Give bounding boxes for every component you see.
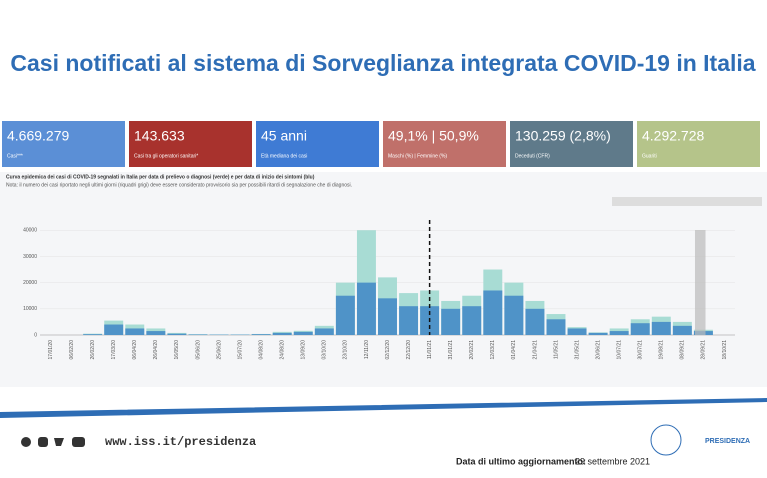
x-tick-label: 11/01/21 [427,340,433,359]
y-tick-label: 40000 [23,228,37,234]
x-tick-label: 15/07/20 [237,340,243,360]
x-tick-label: 24/08/20 [280,340,286,360]
kpi-value: 49,1% | 50,9% [388,128,479,144]
chart-toolbar[interactable] [612,197,762,206]
x-tick-label: 06/04/20 [132,340,138,360]
x-tick-label: 23/10/20 [343,340,349,360]
kpi-value: 143.633 [134,128,185,144]
x-tick-label: 11/05/21 [553,340,559,359]
bar [673,326,692,335]
y-tick-label: 20000 [23,280,37,286]
update-date: 29 settembre 2021 [575,456,650,466]
x-tick-label: 01/04/21 [511,340,517,360]
kpi-label: Guariti [642,153,657,159]
bar [483,290,502,335]
x-tick-label: 22/12/20 [406,340,412,360]
bar [462,306,481,335]
x-tick-label: 31/01/21 [448,340,454,360]
x-tick-label: 16/05/20 [174,340,180,360]
kpi-label: Deceduti (CFR) [515,153,550,159]
bar [525,309,544,335]
x-tick-label: 05/06/20 [195,340,201,360]
x-tick-label: 21/04/21 [532,340,538,360]
bar [188,334,207,335]
bar [167,334,186,335]
provisional-box [695,230,706,335]
x-tick-label: 06/02/20 [69,340,75,360]
footer-url[interactable]: www.iss.it/presidenza [105,435,256,449]
bar [589,333,608,335]
bar [610,331,629,335]
x-tick-label: 17/01/20 [48,340,54,360]
chart-title: Curva epidemica dei casi di COVID-19 seg… [6,174,315,180]
footer-swoosh [0,398,767,418]
y-tick-label: 30000 [23,254,37,260]
bar [652,322,671,335]
kpi-value: 45 anni [261,128,307,144]
bar [125,328,144,335]
x-tick-label: 20/02/21 [469,340,475,360]
bar [547,319,566,335]
x-tick-label: 17/03/20 [111,340,117,360]
kpi-value: 4.292.728 [642,128,704,144]
kpi-label: Casi*** [7,153,23,159]
kpi-label: Maschi (%) | Femmine (%) [388,153,447,159]
iss-logo [651,425,681,455]
bar [504,296,523,335]
kpi-label: Età mediana dei casi [261,153,307,159]
kpi-value: 4.669.279 [7,128,69,144]
update-label: Data di ultimo aggiornamento: [456,456,586,466]
y-tick-label: 10000 [23,306,37,312]
kpi-value: 130.259 (2,8%) [515,128,611,144]
slide-title: Casi notificati al sistema di Sorveglian… [10,50,755,76]
x-tick-label: 04/08/20 [258,340,264,360]
bar [378,298,397,335]
x-tick-label: 08/09/21 [680,340,686,360]
bar [631,323,650,335]
bar [357,283,376,335]
x-tick-label: 12/03/21 [490,340,496,360]
x-tick-label: 28/09/21 [701,340,707,360]
logo-text: PRESIDENZA [705,438,750,445]
x-tick-label: 20/06/21 [595,340,601,360]
bar [315,328,334,335]
x-tick-label: 13/09/20 [301,340,307,360]
y-tick-label: 0 [34,332,37,338]
bar [104,325,123,335]
x-tick-label: 26/04/20 [153,340,159,360]
x-tick-label: 10/07/21 [616,340,622,360]
x-tick-label: 02/12/20 [385,340,391,360]
social-icons [21,437,85,447]
x-tick-label: 25/06/20 [216,340,222,360]
bar [568,328,587,335]
kpi-label: Casi tra gli operatori sanitari* [134,153,198,159]
chart-note: Nota: il numero dei casi riportato negli… [6,182,352,188]
x-tick-label: 26/02/20 [90,340,96,360]
bar [336,296,355,335]
x-tick-label: 30/07/21 [638,340,644,360]
x-tick-label: 18/10/21 [722,340,728,360]
bar [399,306,418,335]
bar [83,334,102,335]
bar [294,332,313,335]
kpi-row: 4.669.279 Casi*** 143.633 Casi tra gli oper… [2,121,760,167]
x-tick-label: 12/11/20 [364,340,370,359]
bar [273,333,292,335]
x-tick-label: 31/05/21 [574,340,580,360]
x-tick-label: 03/10/20 [322,340,328,360]
bar [252,334,271,335]
bar [441,309,460,335]
bar [146,331,165,335]
x-tick-label: 19/08/21 [659,340,665,360]
